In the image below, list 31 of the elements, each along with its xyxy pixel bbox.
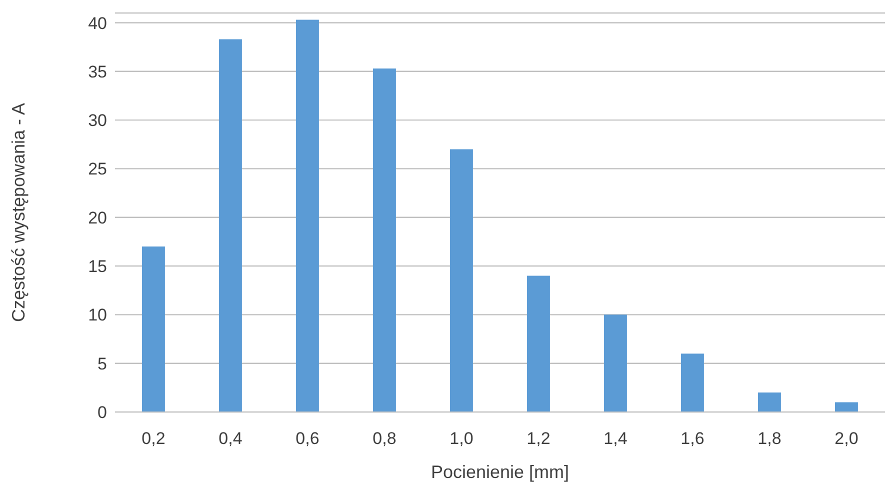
- x-tick-label: 1,8: [758, 429, 782, 448]
- y-tick-label: 15: [88, 257, 107, 276]
- y-tick-label: 40: [88, 14, 107, 33]
- x-tick-label: 2,0: [834, 429, 858, 448]
- bar: [142, 246, 165, 412]
- x-tick-label: 1,2: [526, 429, 550, 448]
- bar: [604, 314, 627, 412]
- y-tick-label: 0: [98, 403, 107, 422]
- y-tick-label: 20: [88, 208, 107, 228]
- bar: [680, 354, 704, 412]
- bar: [296, 20, 319, 412]
- bar: [218, 39, 242, 412]
- bar: [758, 392, 781, 412]
- y-tick-label: 5: [98, 354, 107, 374]
- bar: [834, 402, 858, 412]
- y-tick-label: 25: [88, 160, 107, 179]
- x-tick-label: 0,4: [218, 429, 242, 448]
- y-axis-title: Częstość występowania - A: [8, 102, 28, 322]
- y-tick-label: 10: [88, 306, 107, 325]
- y-tick-label: 30: [88, 111, 107, 130]
- bar: [450, 149, 473, 412]
- bar: [526, 276, 550, 412]
- x-tick-label: 0,8: [372, 429, 396, 448]
- bar: [372, 68, 396, 412]
- x-tick-label: 0,2: [142, 429, 166, 448]
- x-tick-label: 1,4: [604, 429, 628, 448]
- x-axis-title: Pocienienie [mm]: [430, 462, 570, 482]
- x-tick-label: 1,0: [450, 429, 474, 448]
- x-tick-label: 1,6: [680, 429, 704, 448]
- x-tick-label: 0,6: [296, 429, 320, 448]
- y-tick-label: 35: [88, 62, 107, 82]
